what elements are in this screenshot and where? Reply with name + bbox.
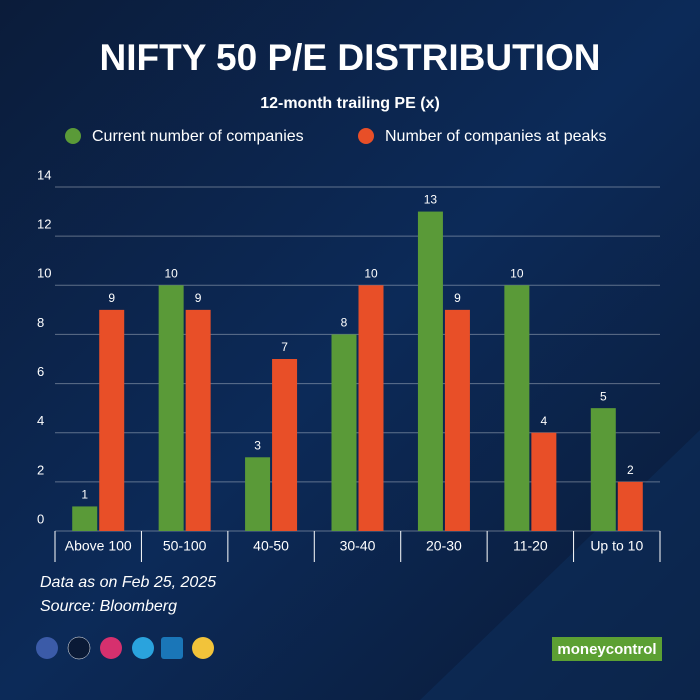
data-label: 10	[164, 266, 178, 280]
data-label: 8	[341, 316, 348, 330]
bar	[158, 285, 184, 531]
brand-text: moneycontrol	[557, 641, 656, 658]
x-tick-label: 30-40	[340, 538, 376, 554]
bar	[99, 309, 125, 531]
x-tick-label: 40-50	[253, 538, 289, 554]
y-tick-label: 6	[37, 364, 44, 379]
data-label: 10	[364, 266, 378, 280]
x-tick-label: 20-30	[426, 538, 462, 554]
bar	[617, 481, 643, 531]
bar	[245, 457, 271, 531]
data-label: 7	[281, 340, 288, 354]
chart-title: NIFTY 50 P/E DISTRIBUTION	[100, 37, 601, 78]
data-label: 9	[454, 291, 461, 305]
snapchat-icon[interactable]	[192, 637, 214, 659]
legend-label: Current number of companies	[92, 128, 304, 145]
data-label: 4	[541, 414, 548, 428]
y-tick-label: 0	[37, 511, 44, 526]
bar	[504, 285, 530, 531]
x-tick-label: 11-20	[513, 538, 548, 554]
bar	[358, 285, 384, 531]
y-tick-label: 10	[37, 266, 51, 281]
chart-subtitle: 12-month trailing PE (x)	[260, 95, 440, 112]
bar	[185, 309, 211, 531]
bar	[531, 432, 557, 531]
data-label: 9	[195, 291, 202, 305]
bar	[417, 211, 443, 532]
x-icon[interactable]	[67, 636, 91, 660]
social-icons	[36, 636, 214, 660]
legend-label: Number of companies at peaks	[385, 128, 606, 145]
bar	[590, 408, 616, 531]
facebook-icon[interactable]	[36, 637, 58, 659]
data-label: 9	[108, 291, 115, 305]
x-tick-label: Above 100	[65, 538, 132, 554]
data-label: 10	[510, 266, 524, 280]
data-label: 1	[81, 488, 88, 502]
legend-marker	[358, 128, 374, 144]
data-label: 2	[627, 463, 634, 477]
brand-logo	[552, 637, 662, 661]
y-tick-label: 14	[37, 167, 51, 182]
note: Source: Bloomberg	[40, 598, 177, 615]
linkedin-icon[interactable]	[161, 637, 183, 659]
bar	[444, 309, 470, 531]
bar	[272, 359, 298, 531]
data-label: 5	[600, 389, 607, 403]
bar	[331, 334, 357, 531]
y-tick-label: 12	[37, 217, 51, 232]
data-label: 13	[424, 193, 438, 207]
y-tick-label: 8	[37, 315, 44, 330]
x-tick-label: 50-100	[163, 538, 207, 554]
y-tick-label: 4	[37, 413, 44, 428]
bar	[72, 506, 98, 531]
instagram-icon[interactable]	[100, 637, 122, 659]
y-tick-label: 2	[37, 462, 44, 477]
note: Data as on Feb 25, 2025	[40, 574, 216, 591]
data-label: 3	[254, 438, 261, 452]
legend-marker	[65, 128, 81, 144]
x-tick-label: Up to 10	[590, 538, 643, 554]
telegram-icon[interactable]	[132, 637, 154, 659]
